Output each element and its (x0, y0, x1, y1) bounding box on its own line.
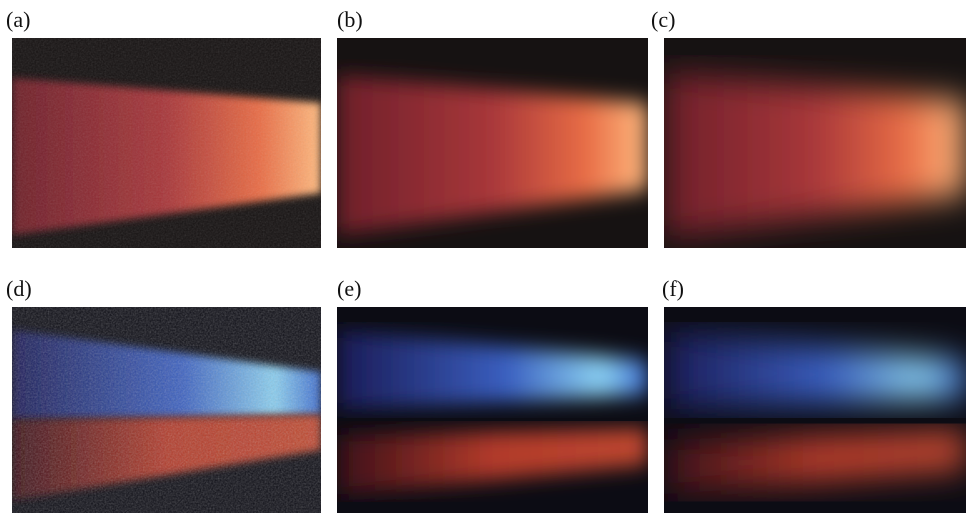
panel-image (337, 307, 648, 513)
panel-image (337, 38, 648, 248)
panel-label: (e) (337, 276, 361, 301)
panel-label: (c) (651, 7, 675, 32)
panel-label: (b) (337, 7, 363, 32)
panel-image (664, 307, 966, 513)
panel-label: (a) (6, 7, 30, 32)
panel-image (12, 307, 321, 513)
panel-label: (d) (6, 276, 32, 301)
panel-label: (f) (662, 276, 684, 301)
panel-image (664, 38, 966, 248)
panel-image (12, 38, 321, 248)
